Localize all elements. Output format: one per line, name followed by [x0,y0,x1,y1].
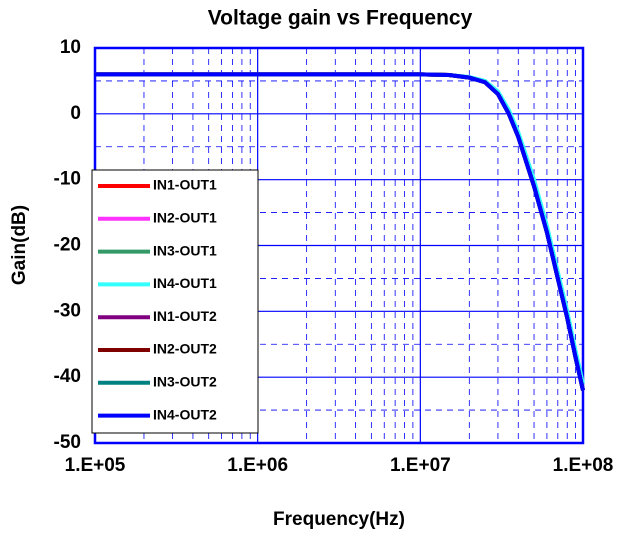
legend-label: IN3-OUT1 [153,242,217,258]
x-axis-label: Frequency(Hz) [273,509,405,530]
legend-label: IN1-OUT1 [153,177,217,193]
legend-label: IN4-OUT1 [153,275,217,291]
y-tick-label: -40 [54,366,81,387]
x-tick-label: 1.E+07 [390,455,451,476]
chart-title: Voltage gain vs Frequency [208,7,473,30]
y-axis-label: Gain(dB) [9,205,30,285]
x-tick-label: 1.E+06 [227,455,288,476]
x-tick-label: 1.E+05 [65,455,126,476]
y-tick-label: -10 [54,169,81,190]
y-tick-label: -30 [54,300,81,321]
legend-label: IN1-OUT2 [153,308,217,324]
series-line [95,72,585,391]
y-tick-label: -50 [54,432,81,453]
y-tick-label: 0 [70,103,81,124]
y-tick-label: -20 [54,235,81,256]
legend-label: IN2-OUT2 [153,341,217,357]
x-tick-label: 1.E+08 [553,455,614,476]
legend-label: IN3-OUT2 [153,374,217,390]
legend-label: IN2-OUT1 [153,210,217,226]
y-tick-label: 10 [60,37,81,58]
legend-label: IN4-OUT2 [153,406,217,422]
legend-box [91,169,259,434]
